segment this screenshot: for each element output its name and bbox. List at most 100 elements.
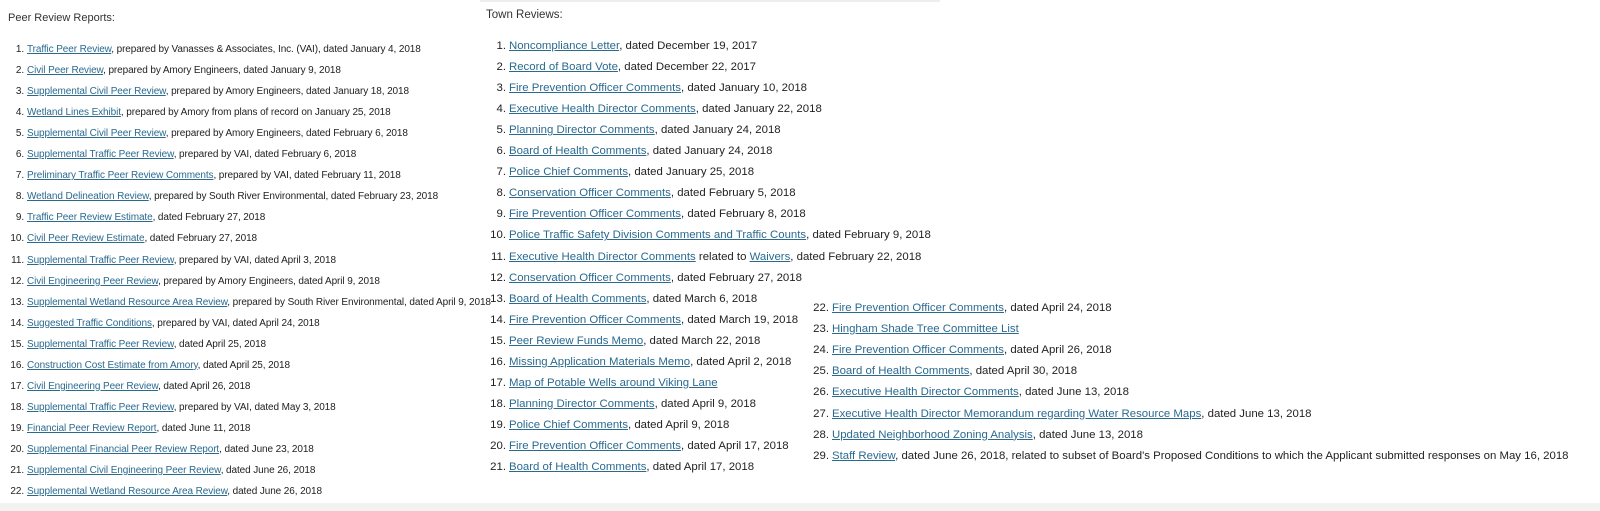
item-number: 19. xyxy=(10,422,24,434)
document-link[interactable]: Traffic Peer Review xyxy=(27,44,112,55)
list-item: 17. Civil Engineering Peer Review, dated … xyxy=(0,381,250,392)
document-link[interactable]: Supplemental Traffic Peer Review xyxy=(27,254,174,266)
item-number: 3. xyxy=(496,82,507,95)
item-details: , prepared by VAI, dated February 6, 201… xyxy=(173,149,357,161)
document-link[interactable]: Civil Peer Review Estimate xyxy=(27,233,145,245)
item-number: 3. xyxy=(15,86,24,98)
document-link[interactable]: Staff Review xyxy=(832,449,896,462)
document-link[interactable]: Suggested Traffic Conditions xyxy=(27,317,152,329)
document-link[interactable]: Supplemental Traffic Peer Review xyxy=(27,338,174,350)
item-number: 7. xyxy=(15,170,24,182)
waivers-link[interactable]: Waivers xyxy=(749,250,791,263)
document-link[interactable]: Supplemental Financial Peer Review Repor… xyxy=(27,443,220,455)
item-number: 12. xyxy=(490,271,506,284)
town-reviews-heading: Town Reviews: xyxy=(486,9,563,21)
document-link[interactable]: Civil Engineering Peer Review xyxy=(27,275,159,287)
document-link[interactable]: Board of Health Comments xyxy=(832,365,970,378)
item-details: , dated June 11, 2018 xyxy=(156,422,251,434)
document-link[interactable]: Fire Prevention Officer Comments xyxy=(832,344,1004,357)
document-link[interactable]: Conservation Officer Comments xyxy=(509,271,671,284)
list-item: 8. Wetland Delineation Review, prepared b… xyxy=(0,191,438,202)
document-link[interactable]: Planning Director Comments xyxy=(509,397,655,410)
document-link[interactable]: Board of Health Comments xyxy=(509,461,647,473)
document-link[interactable]: Peer Review Funds Memo xyxy=(509,334,644,347)
document-link[interactable]: Supplemental Civil Engineering Peer Revi… xyxy=(27,465,221,476)
item-details: , dated February 9, 2018 xyxy=(806,229,931,242)
document-link[interactable]: Noncompliance Letter xyxy=(509,40,620,52)
document-link[interactable]: Map of Potable Wells around Viking Lane xyxy=(509,376,718,389)
item-details: , dated April 25, 2018 xyxy=(173,338,267,350)
document-link[interactable]: Conservation Officer Comments xyxy=(509,187,671,200)
item-number: 5. xyxy=(496,124,507,137)
document-link[interactable]: Supplemental Civil Peer Review xyxy=(27,128,166,140)
item-details: , dated April 17, 2018 xyxy=(646,461,755,473)
item-details: , dated February 5, 2018 xyxy=(670,187,796,200)
document-link[interactable]: Preliminary Traffic Peer Review Comments xyxy=(27,170,214,182)
list-item: 29. Staff Review, dated June 26, 2018, re… xyxy=(812,449,1568,462)
document-link[interactable]: Financial Peer Review Report xyxy=(27,422,157,434)
document-link[interactable]: Record of Board Vote xyxy=(509,61,618,74)
item-number: 1. xyxy=(496,40,507,52)
document-link[interactable]: Executive Health Director Memorandum reg… xyxy=(832,407,1202,420)
document-link[interactable]: Board of Health Comments xyxy=(509,292,647,305)
list-item: 14. Fire Prevention Officer Comments, dat… xyxy=(486,314,798,326)
document-link[interactable]: Fire Prevention Officer Comments xyxy=(509,208,681,221)
document-link[interactable]: Fire Prevention Officer Comments xyxy=(509,82,681,95)
document-link[interactable]: Planning Director Comments xyxy=(509,124,655,137)
document-link[interactable]: Supplemental Traffic Peer Review xyxy=(27,149,174,161)
item-details: , prepared by Amory Engineers, dated Apr… xyxy=(158,275,380,287)
document-link[interactable]: Civil Engineering Peer Review xyxy=(27,380,159,392)
document-link[interactable]: Traffic Peer Review Estimate xyxy=(27,212,153,224)
list-item: 6. Board of Health Comments, dated Januar… xyxy=(486,145,773,158)
list-item: 7. Preliminary Traffic Peer Review Commen… xyxy=(0,170,401,181)
item-number: 19. xyxy=(490,418,506,431)
item-number: 10. xyxy=(10,233,24,245)
item-number: 15. xyxy=(490,334,506,347)
document-link[interactable]: Updated Neighborhood Zoning Analysis xyxy=(832,428,1033,441)
list-item: 2. Record of Board Vote, dated December 2… xyxy=(486,61,756,73)
document-link[interactable]: Executive Health Director Comments xyxy=(509,250,696,263)
item-number: 6. xyxy=(15,149,24,161)
item-number: 25. xyxy=(813,365,829,378)
document-link[interactable]: Hingham Shade Tree Committee List xyxy=(832,323,1019,336)
list-item: 22. Supplemental Wetland Resource Area Re… xyxy=(0,486,322,497)
document-link[interactable]: Police Traffic Safety Division Comments … xyxy=(509,229,807,242)
document-link[interactable]: Wetland Delineation Review xyxy=(27,191,149,203)
document-link[interactable]: Supplemental Traffic Peer Review xyxy=(27,401,174,413)
document-link[interactable]: Wetland Lines Exhibit xyxy=(27,107,121,119)
document-link[interactable]: Fire Prevention Officer Comments xyxy=(509,439,681,452)
item-details: , prepared by VAI, dated February 11, 20… xyxy=(213,170,401,182)
document-link[interactable]: Executive Health Director Comments xyxy=(509,103,696,116)
list-item: 27. Executive Health Director Memorandum … xyxy=(812,407,1311,420)
item-number: 21. xyxy=(10,465,24,476)
item-details: , dated April 2, 2018 xyxy=(690,355,792,368)
item-number: 14. xyxy=(10,317,24,329)
list-item: 20. Fire Prevention Officer Comments, dat… xyxy=(486,440,789,452)
item-details: , dated June 13, 2018 xyxy=(1032,428,1143,441)
document-link[interactable]: Civil Peer Review xyxy=(27,65,104,77)
item-number: 18. xyxy=(490,397,506,410)
list-item: 4. Wetland Lines Exhibit, prepared by Amo… xyxy=(0,107,391,118)
document-link[interactable]: Supplemental Wetland Resource Area Revie… xyxy=(27,296,228,308)
document-link[interactable]: Police Chief Comments xyxy=(509,166,629,179)
item-number: 7. xyxy=(496,166,507,179)
document-link[interactable]: Missing Application Materials Memo xyxy=(509,355,691,368)
item-details: , prepared by Vanasses & Associates, Inc… xyxy=(111,44,421,55)
document-link[interactable]: Fire Prevention Officer Comments xyxy=(832,302,1004,314)
document-link[interactable]: Executive Health Director Comments xyxy=(832,386,1019,399)
item-details: , dated January 24, 2018 xyxy=(646,145,773,158)
item-number: 23. xyxy=(813,323,829,336)
document-link[interactable]: Police Chief Comments xyxy=(509,418,629,431)
item-number: 6. xyxy=(496,145,507,158)
item-details: , prepared by South River Environmental,… xyxy=(227,296,491,308)
document-link[interactable]: Fire Prevention Officer Comments xyxy=(509,313,681,326)
item-number: 1. xyxy=(15,44,24,55)
item-details: , prepared by VAI, dated April 3, 2018 xyxy=(173,254,336,266)
item-details: , prepared by Amory Engineers, dated Jan… xyxy=(103,65,341,77)
item-number: 5. xyxy=(15,128,24,140)
item-number: 29. xyxy=(813,449,829,462)
document-link[interactable]: Construction Cost Estimate from Amory xyxy=(27,359,198,371)
document-link[interactable]: Supplemental Civil Peer Review xyxy=(27,86,166,98)
document-link[interactable]: Board of Health Comments xyxy=(509,145,647,158)
document-link[interactable]: Supplemental Wetland Resource Area Revie… xyxy=(27,486,228,498)
